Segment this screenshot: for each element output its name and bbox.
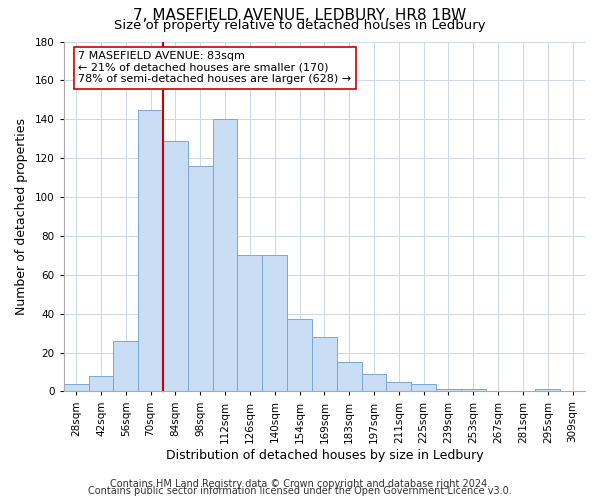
Bar bbox=[461, 390, 486, 392]
Bar bbox=[212, 120, 238, 392]
Bar bbox=[113, 341, 138, 392]
Bar bbox=[138, 110, 163, 392]
Y-axis label: Number of detached properties: Number of detached properties bbox=[15, 118, 28, 315]
X-axis label: Distribution of detached houses by size in Ledbury: Distribution of detached houses by size … bbox=[166, 450, 483, 462]
Bar bbox=[535, 390, 560, 392]
Bar bbox=[163, 140, 188, 392]
Text: 7, MASEFIELD AVENUE, LEDBURY, HR8 1BW: 7, MASEFIELD AVENUE, LEDBURY, HR8 1BW bbox=[133, 8, 467, 22]
Bar bbox=[386, 382, 411, 392]
Bar bbox=[188, 166, 212, 392]
Bar bbox=[238, 256, 262, 392]
Bar bbox=[362, 374, 386, 392]
Bar bbox=[337, 362, 362, 392]
Bar bbox=[312, 337, 337, 392]
Bar bbox=[262, 256, 287, 392]
Bar bbox=[64, 384, 89, 392]
Bar bbox=[411, 384, 436, 392]
Text: Contains HM Land Registry data © Crown copyright and database right 2024.: Contains HM Land Registry data © Crown c… bbox=[110, 479, 490, 489]
Bar bbox=[436, 390, 461, 392]
Text: 7 MASEFIELD AVENUE: 83sqm
← 21% of detached houses are smaller (170)
78% of semi: 7 MASEFIELD AVENUE: 83sqm ← 21% of detac… bbox=[78, 51, 351, 84]
Bar bbox=[89, 376, 113, 392]
Bar bbox=[287, 320, 312, 392]
Text: Contains public sector information licensed under the Open Government Licence v3: Contains public sector information licen… bbox=[88, 486, 512, 496]
Text: Size of property relative to detached houses in Ledbury: Size of property relative to detached ho… bbox=[114, 18, 486, 32]
